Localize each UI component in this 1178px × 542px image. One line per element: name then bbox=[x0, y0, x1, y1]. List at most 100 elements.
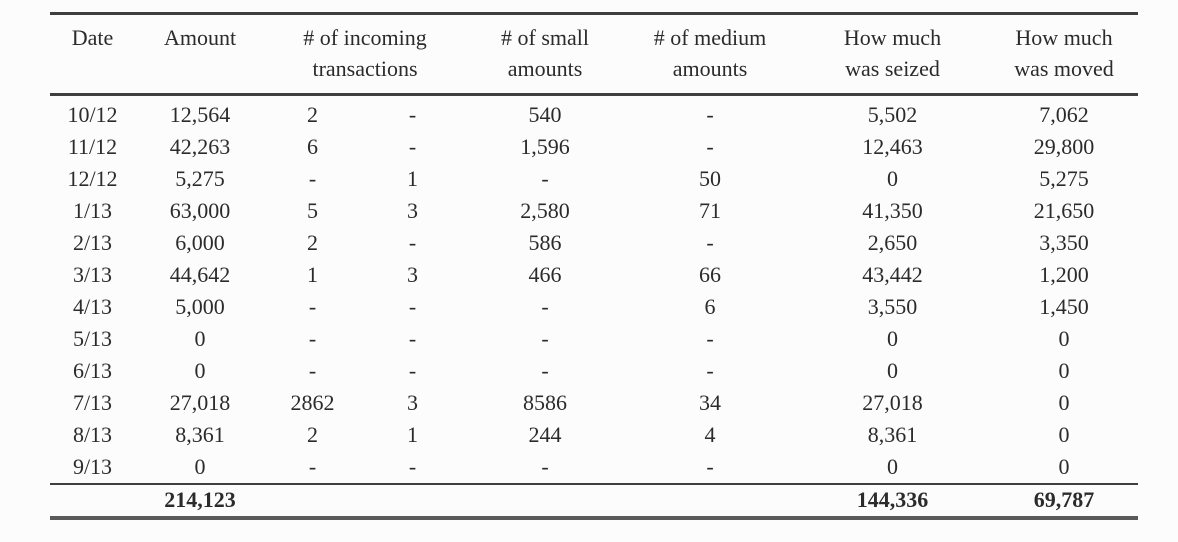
cell-incoming-transactions-a: 2 bbox=[307, 422, 318, 447]
totals-small-amounts-cell bbox=[465, 483, 625, 518]
cell-small-amounts: 586 bbox=[528, 230, 562, 255]
cell-incoming-transactions-a: 1 bbox=[307, 262, 318, 287]
cell-seized: 0 bbox=[887, 454, 898, 479]
cell-incoming-transactions-a: 2 bbox=[307, 230, 318, 255]
cell-seized: 0 bbox=[887, 166, 898, 191]
header-label-moved-line2: was moved bbox=[1014, 56, 1114, 81]
cell-date: 8/13 bbox=[72, 422, 113, 447]
cell-amount: 12,564 bbox=[169, 102, 231, 127]
cell-moved: 5,275 bbox=[1039, 166, 1089, 191]
cell-incoming-transactions-b: 3 bbox=[407, 262, 418, 287]
totals-row: 214,123 144,336 69,787 bbox=[50, 483, 1138, 518]
cell-small-amounts: 466 bbox=[528, 262, 562, 287]
header-row: Date Amount # of incoming transactions # … bbox=[50, 13, 1138, 96]
header-label-incoming-line1: # of incoming bbox=[303, 25, 427, 50]
header-label-amount: Amount bbox=[163, 25, 237, 50]
cell-incoming-transactions-b: 1 bbox=[407, 422, 418, 447]
cell-seized: 3,550 bbox=[867, 294, 918, 319]
header-label-incoming-line2: transactions bbox=[312, 56, 418, 81]
cell-seized: 0 bbox=[887, 326, 898, 351]
cell-amount: 6,000 bbox=[175, 230, 225, 255]
col-header-seized: How much was seized bbox=[795, 13, 990, 96]
cell-date: 6/13 bbox=[72, 358, 113, 383]
cell-medium-amounts: - bbox=[706, 358, 714, 383]
cell-date: 10/12 bbox=[67, 102, 118, 127]
col-header-date: Date bbox=[50, 13, 135, 96]
cell-incoming-transactions-b: - bbox=[408, 358, 417, 383]
table-row: 10/12 12,564 2 - 540 - 5,502 7,062 bbox=[50, 95, 1138, 132]
cell-medium-amounts: - bbox=[706, 326, 714, 351]
cell-medium-amounts: 4 bbox=[704, 422, 716, 447]
cell-incoming-transactions-b: - bbox=[408, 230, 417, 255]
cell-medium-amounts: 34 bbox=[699, 390, 721, 415]
table-row: 2/13 6,000 2 - 586 - 2,650 3,350 bbox=[50, 227, 1138, 259]
totals-incoming-b-cell bbox=[360, 483, 465, 518]
table-row: 8/13 8,361 2 1 244 4 8,361 0 bbox=[50, 419, 1138, 451]
header-label-medium-line1: # of medium bbox=[653, 25, 767, 50]
totals-seized-cell: 144,336 bbox=[795, 483, 990, 518]
header-label-seized-line1: How much bbox=[843, 25, 942, 50]
cell-amount: 63,000 bbox=[169, 198, 231, 223]
cell-incoming-transactions-a: - bbox=[308, 166, 317, 191]
table-row: 11/12 42,263 6 - 1,596 - 12,463 29,800 bbox=[50, 131, 1138, 163]
table-row: 1/13 63,000 5 3 2,580 71 41,350 21,650 bbox=[50, 195, 1138, 227]
cell-date: 11/12 bbox=[67, 134, 118, 159]
cell-seized: 0 bbox=[887, 358, 898, 383]
cell-medium-amounts: 66 bbox=[699, 262, 721, 287]
cell-seized: 5,502 bbox=[867, 102, 918, 127]
cell-amount: 0 bbox=[194, 454, 206, 479]
cell-moved: 0 bbox=[1058, 390, 1070, 415]
cell-seized: 41,350 bbox=[862, 198, 923, 223]
cell-small-amounts: - bbox=[541, 358, 549, 383]
table-row: 12/12 5,275 - 1 - 50 0 5,275 bbox=[50, 163, 1138, 195]
cell-small-amounts: 2,580 bbox=[520, 198, 570, 223]
cell-small-amounts: - bbox=[541, 166, 549, 191]
table-row: 5/13 0 - - - - 0 0 bbox=[50, 323, 1138, 355]
header-label-seized-line2: was seized bbox=[845, 56, 940, 81]
cell-incoming-transactions-a: 5 bbox=[307, 198, 318, 223]
cell-date: 4/13 bbox=[72, 294, 113, 319]
cell-incoming-transactions-a: - bbox=[308, 326, 317, 351]
cell-medium-amounts: 71 bbox=[699, 198, 721, 223]
cell-incoming-transactions-b: - bbox=[408, 454, 417, 479]
cell-medium-amounts: 6 bbox=[704, 294, 716, 319]
cell-small-amounts: - bbox=[541, 294, 549, 319]
cell-moved: 0 bbox=[1058, 454, 1070, 479]
cell-date: 2/13 bbox=[72, 230, 113, 255]
cell-incoming-transactions-b: - bbox=[408, 326, 417, 351]
cell-incoming-transactions-a: - bbox=[308, 294, 317, 319]
cell-moved: 3,350 bbox=[1039, 230, 1089, 255]
cell-date: 12/12 bbox=[67, 166, 118, 191]
col-header-moved: How much was moved bbox=[990, 13, 1138, 96]
totals-incoming-a-cell bbox=[265, 483, 360, 518]
cell-amount: 44,642 bbox=[169, 262, 231, 287]
header-label-small-line2: amounts bbox=[507, 56, 583, 81]
table-header: Date Amount # of incoming transactions # … bbox=[50, 13, 1138, 96]
totals-date-cell bbox=[50, 483, 135, 518]
cell-small-amounts: 244 bbox=[528, 422, 562, 447]
cell-medium-amounts: - bbox=[706, 102, 714, 127]
cell-seized: 8,361 bbox=[867, 422, 918, 447]
cell-moved: 0 bbox=[1058, 326, 1070, 351]
col-header-amount: Amount bbox=[135, 13, 265, 96]
cell-date: 3/13 bbox=[72, 262, 113, 287]
cell-moved: 0 bbox=[1058, 358, 1070, 383]
totals-medium-amounts-cell bbox=[625, 483, 795, 518]
cell-small-amounts: 8586 bbox=[523, 390, 567, 415]
table-row: 7/13 27,018 2862 3 8586 34 27,018 0 bbox=[50, 387, 1138, 419]
cell-medium-amounts: - bbox=[706, 134, 714, 159]
cell-seized: 12,463 bbox=[862, 134, 923, 159]
cell-medium-amounts: - bbox=[706, 454, 714, 479]
cell-seized: 43,442 bbox=[862, 262, 923, 287]
cell-date: 1/13 bbox=[72, 198, 113, 223]
table-row: 4/13 5,000 - - - 6 3,550 1,450 bbox=[50, 291, 1138, 323]
cell-incoming-transactions-a: 2862 bbox=[290, 390, 335, 415]
cell-incoming-transactions-b: - bbox=[408, 134, 417, 159]
cell-amount: 5,000 bbox=[175, 294, 225, 319]
table-footer: 214,123 144,336 69,787 bbox=[50, 483, 1138, 518]
cell-incoming-transactions-a: - bbox=[308, 454, 317, 479]
header-label-medium-line2: amounts bbox=[672, 56, 748, 81]
totals-moved-cell: 69,787 bbox=[990, 483, 1138, 518]
cell-small-amounts: 540 bbox=[528, 102, 562, 127]
cell-date: 7/13 bbox=[72, 390, 113, 415]
